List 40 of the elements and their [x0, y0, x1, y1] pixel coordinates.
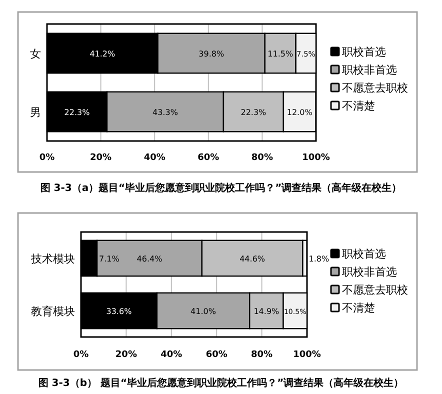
data-label: 43.3% — [152, 108, 178, 117]
x-tick-label: 40% — [160, 350, 182, 360]
data-label: 22.3% — [240, 108, 267, 117]
x-tick-label: 0% — [73, 350, 89, 360]
legend-label: 职校非首选 — [342, 64, 397, 76]
x-tick-label: 0% — [39, 153, 55, 163]
data-label: 14.9% — [254, 306, 280, 316]
data-label: 46.4% — [136, 254, 163, 264]
x-tick-label: 100% — [302, 153, 330, 163]
legend-label: 职校首选 — [342, 46, 386, 58]
data-label: 12.0% — [286, 108, 313, 117]
data-label: 7.1% — [99, 254, 120, 264]
x-tick-label: 40% — [144, 153, 166, 163]
x-tick-label: 100% — [293, 350, 321, 360]
data-label: 39.8% — [198, 49, 224, 58]
x-tick-label: 20% — [115, 350, 137, 360]
data-label: 41.0% — [190, 306, 216, 316]
data-label: 33.6% — [106, 306, 132, 316]
legend-label: 不愿意去职校 — [342, 82, 408, 94]
x-tick-label: 80% — [251, 153, 273, 163]
y-tick-label: 男 — [30, 106, 41, 119]
y-tick-label: 技术模块 — [30, 252, 75, 266]
x-tick-label: 60% — [206, 350, 228, 360]
x-tick-label: 60% — [198, 153, 220, 163]
data-label: 11.5% — [268, 49, 294, 58]
legend-label: 不愿意去职校 — [342, 284, 408, 296]
legend-label: 不清楚 — [342, 100, 375, 112]
legend-label: 职校非首选 — [342, 266, 397, 278]
legend-label: 不清楚 — [342, 302, 375, 314]
text: 图 3-3（b） 题目“毕业后您愿意到职业院校工作吗？”调查结果（高年级在校生） — [38, 377, 404, 389]
data-label: 1.8% — [308, 254, 330, 264]
y-tick-label: 教育模块 — [31, 304, 75, 318]
text: 图 3-3（a）题目“毕业后您愿意到职业院校工作吗？”调查结果（高年级在校生） — [40, 182, 402, 194]
data-label: 41.2% — [90, 49, 116, 58]
data-label: 44.6% — [240, 254, 266, 264]
x-tick-label: 20% — [90, 153, 112, 163]
legend-label: 职校首选 — [342, 248, 386, 260]
y-tick-label: 女 — [30, 47, 41, 60]
x-tick-label: 80% — [251, 350, 273, 360]
data-label: 22.3% — [64, 108, 90, 117]
